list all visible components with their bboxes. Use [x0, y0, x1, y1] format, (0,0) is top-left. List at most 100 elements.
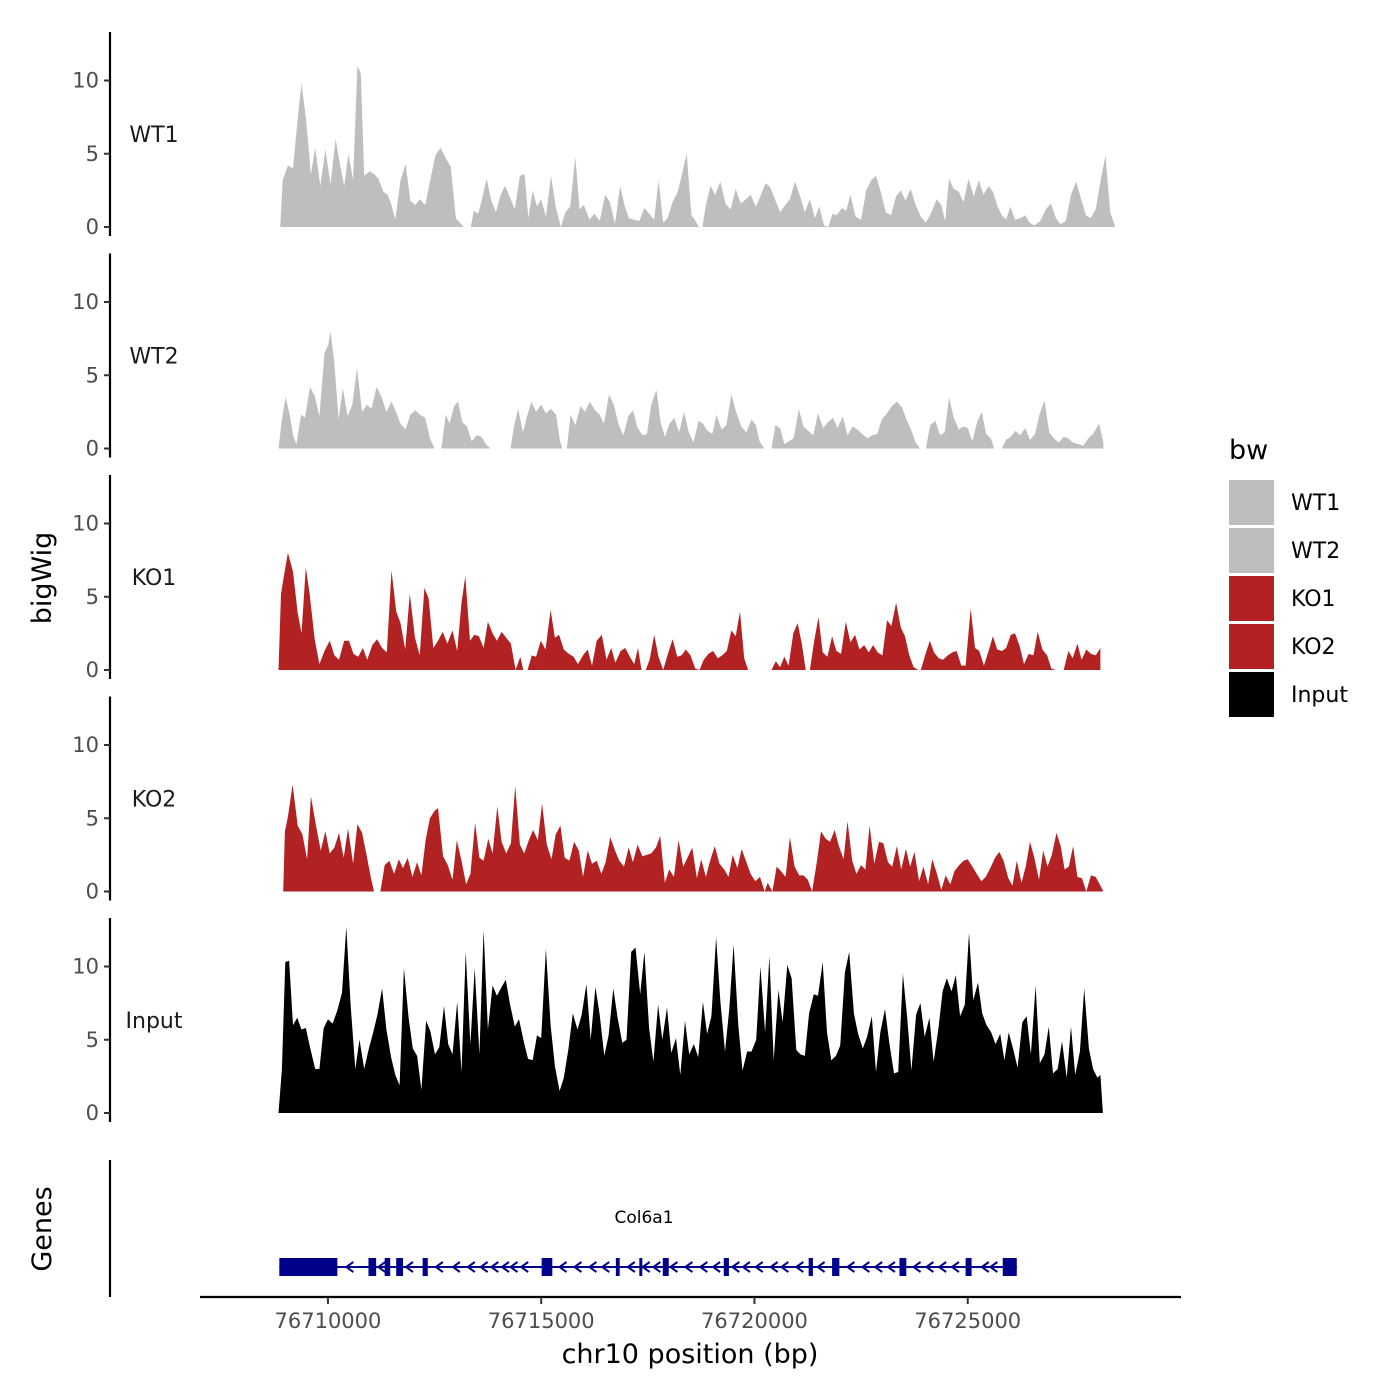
strand-arrow [640, 1261, 651, 1273]
track-label: Input [126, 1009, 183, 1034]
legend-swatch-WT1 [1229, 480, 1274, 525]
strand-arrow [741, 1261, 751, 1273]
legend-label: KO1 [1291, 587, 1336, 612]
strand-arrow [600, 1261, 610, 1273]
x-axis: 76710000 76715000 76720000 76725000 [200, 1295, 1181, 1333]
strand-arrow [845, 1261, 856, 1273]
gene-exon [662, 1258, 669, 1276]
x-tick-label: 76715000 [488, 1309, 595, 1333]
track-Input: 0 5 10 Input [72, 918, 1103, 1125]
strand-arrow [730, 1261, 740, 1273]
y-tick-label: 0 [86, 215, 99, 239]
strand-arrow [924, 1261, 934, 1273]
strand-arrow [860, 1261, 870, 1273]
legend-swatch-KO2 [1229, 624, 1274, 669]
gene-exon [808, 1258, 813, 1276]
genes-axis-title: Genes [27, 1186, 58, 1271]
strand-arrow [489, 1261, 499, 1273]
strand-arrow [434, 1261, 444, 1273]
strand-arrow [404, 1261, 414, 1273]
strand-arrow [886, 1261, 896, 1273]
legend-swatch-Input [1229, 672, 1274, 717]
y-tick-label: 0 [86, 880, 99, 904]
gene-exon [615, 1258, 620, 1276]
strand-arrow [911, 1261, 922, 1273]
x-tick-label: 76720000 [701, 1309, 808, 1333]
legend: bw WT1 WT2 KO1 KO2 Input [1229, 435, 1348, 717]
track-WT1: 0 5 10 WT1 [72, 32, 1115, 239]
track-KO2: 0 5 10 KO2 [72, 696, 1104, 904]
track-label: WT2 [129, 345, 178, 370]
y-tick-label: 0 [86, 437, 99, 461]
gene-exon [639, 1258, 643, 1276]
gene-exon [541, 1258, 553, 1276]
x-tick-label: 76710000 [275, 1309, 382, 1333]
gene-exon [368, 1258, 377, 1276]
y-tick-label: 10 [72, 955, 99, 979]
legend-swatch-KO1 [1229, 576, 1274, 621]
y-tick-label: 10 [72, 512, 99, 536]
x-tick-label: 76725000 [914, 1309, 1021, 1333]
signal-area-KO2 [283, 784, 1104, 892]
track-WT2: 0 5 10 WT2 [72, 253, 1104, 461]
strand-arrow [683, 1261, 693, 1273]
strand-arrow [873, 1261, 883, 1273]
gene-exon [723, 1258, 729, 1276]
strand-arrow [344, 1261, 354, 1273]
strand-arrow [980, 1261, 990, 1273]
gene-name-label: Col6a1 [614, 1208, 673, 1228]
gene-exon [832, 1258, 840, 1276]
strand-arrow [711, 1261, 721, 1273]
strand-arrow [519, 1261, 529, 1273]
strand-arrow [937, 1261, 947, 1273]
signal-area-Input [278, 926, 1103, 1113]
track-label: KO1 [132, 566, 177, 591]
x-axis-title: chr10 position (bp) [562, 1339, 819, 1370]
gene-exon [899, 1258, 907, 1276]
strand-arrow [754, 1261, 764, 1273]
strand-arrow [988, 1261, 998, 1273]
strand-arrow [779, 1261, 789, 1273]
y-tick-label: 5 [86, 142, 99, 166]
y-tick-label: 5 [86, 585, 99, 609]
strand-arrow [508, 1261, 519, 1273]
strand-arrow [698, 1261, 708, 1273]
track-KO1: 0 5 10 KO1 [72, 475, 1101, 682]
strand-arrow [478, 1261, 489, 1273]
strand-arrow [500, 1261, 510, 1273]
strand-arrow [587, 1261, 597, 1273]
gene-exon [965, 1258, 972, 1276]
signal-area-WT1 [280, 65, 1115, 227]
gene-exon [396, 1258, 404, 1276]
y-tick-label: 5 [86, 363, 99, 387]
signal-area-WT2 [278, 331, 1104, 449]
legend-label: WT2 [1291, 539, 1340, 564]
legend-label: WT1 [1291, 491, 1340, 516]
legend-title: bw [1229, 435, 1268, 466]
legend-swatch-WT2 [1229, 528, 1274, 573]
strand-arrow [768, 1261, 779, 1273]
y-tick-label: 5 [86, 1028, 99, 1052]
strand-arrow [451, 1261, 461, 1273]
gene-exon [422, 1258, 428, 1276]
track-label: WT1 [129, 123, 178, 148]
strand-arrow [815, 1261, 826, 1273]
y-tick-label: 5 [86, 806, 99, 830]
strand-arrow [950, 1261, 960, 1273]
gene-exon [279, 1258, 338, 1276]
strand-arrow [794, 1261, 804, 1273]
legend-label: KO2 [1291, 635, 1336, 660]
track-label: KO2 [132, 788, 177, 813]
gene-track: Col6a1 [108, 1160, 1017, 1297]
y-tick-label: 0 [86, 658, 99, 682]
strand-arrow [466, 1261, 476, 1273]
strand-arrow [626, 1261, 636, 1273]
gene-exon [384, 1258, 391, 1276]
strand-arrow [668, 1261, 679, 1273]
strand-arrow [651, 1261, 661, 1273]
legend-label: Input [1291, 683, 1348, 708]
signal-area-KO1 [278, 552, 1101, 670]
gene-exon [1002, 1258, 1017, 1276]
tracks-layer: 0 5 10 WT1 0 5 10 WT2 0 5 10 KO1 0 5 10 KO2 0 5 10 Input [72, 32, 1115, 1125]
